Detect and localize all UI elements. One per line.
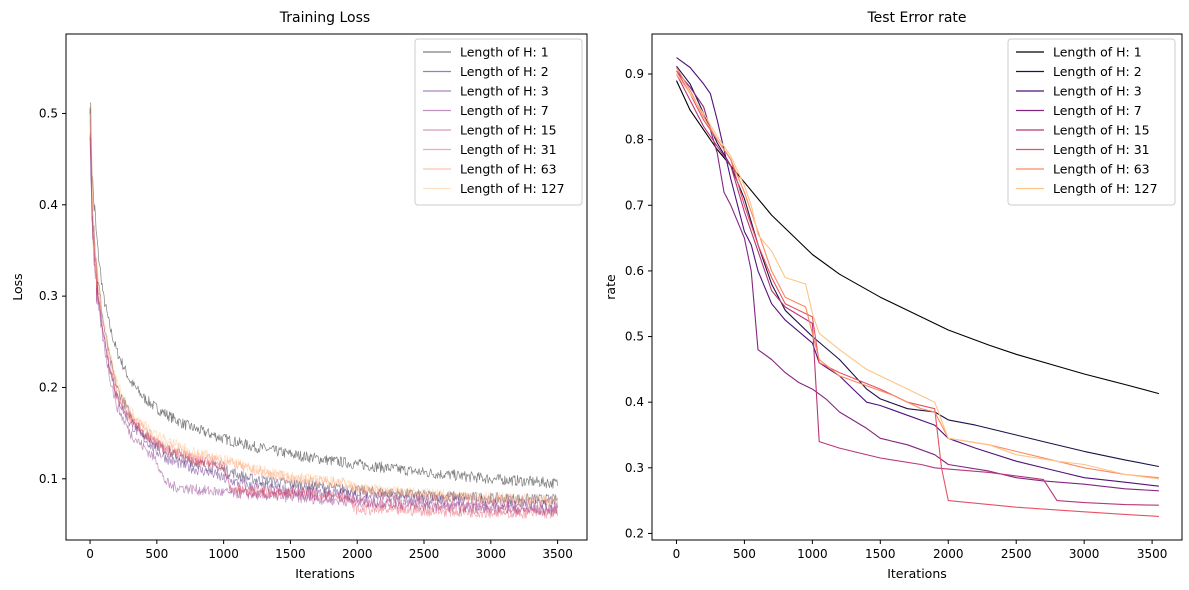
plot-frame xyxy=(651,33,1183,541)
y-axis-label: rate xyxy=(603,274,618,300)
legend-label: Length of H: 1 xyxy=(1053,45,1142,60)
x-tick-label: 3000 xyxy=(476,547,507,561)
legend-box xyxy=(414,38,583,206)
legend-label: Length of H: 31 xyxy=(1053,142,1150,157)
legend-label: Length of H: 1 xyxy=(460,45,549,60)
series-line-length-of-h-2 xyxy=(676,65,1160,468)
legend: Length of H: 1 Length of H: 2 Length of H:… xyxy=(414,38,583,206)
y-tick-label: 0.6 xyxy=(625,264,644,278)
series-line-length-of-h-31 xyxy=(89,119,558,519)
test-error-rate-chart: Test Error rate Iterations rate 0 500 1000… xyxy=(603,10,1183,581)
legend-box xyxy=(1007,38,1176,206)
series-line-length-of-h-15 xyxy=(676,73,1159,506)
x-tick-label: 1000 xyxy=(797,547,828,561)
series-lines xyxy=(89,102,558,519)
legend-label: Length of H: 63 xyxy=(460,162,557,177)
y-tick-label: 0.4 xyxy=(39,198,58,212)
x-tick-label: 3500 xyxy=(1137,547,1168,561)
legend: Length of H: 1 Length of H: 2 Length of H:… xyxy=(1007,38,1176,206)
legend-label: Length of H: 15 xyxy=(1053,123,1150,138)
training-loss-chart: Training Loss Iterations Loss 0 500 1000 15… xyxy=(10,10,588,581)
y-tick-label: 0.5 xyxy=(625,330,644,344)
legend-label: Length of H: 3 xyxy=(1053,84,1142,99)
x-tick-label: 1500 xyxy=(275,547,306,561)
plot-frame xyxy=(65,33,588,541)
x-tick-label: 2000 xyxy=(933,547,964,561)
series-line-length-of-h-63 xyxy=(676,67,1159,479)
legend-label: Length of H: 7 xyxy=(460,103,549,118)
series-line-length-of-h-63 xyxy=(89,113,558,507)
legend-label: Length of H: 31 xyxy=(460,142,557,157)
y-tick-label: 0.2 xyxy=(625,526,644,540)
y-tick-label: 0.4 xyxy=(625,395,644,409)
series-line-length-of-h-127 xyxy=(89,104,558,506)
y-tick-label: 0.5 xyxy=(39,106,58,120)
y-tick-label: 0.3 xyxy=(39,289,58,303)
x-axis-label: Iterations xyxy=(887,566,947,581)
legend-label: Length of H: 7 xyxy=(1053,103,1142,118)
y-tick-label: 0.8 xyxy=(625,133,644,147)
x-tick-label: 500 xyxy=(145,547,168,561)
series-line-length-of-h-127 xyxy=(676,73,1159,480)
x-tick-label: 1000 xyxy=(208,547,239,561)
axis-ticks: 0 500 1000 1500 2000 2500 3000 3500 0.1 0.2 0.3 0.4… xyxy=(39,106,573,561)
x-tick-label: 2500 xyxy=(1001,547,1032,561)
series-line-length-of-h-3 xyxy=(676,57,1159,487)
x-tick-label: 0 xyxy=(673,547,681,561)
x-tick-label: 2000 xyxy=(342,547,373,561)
x-tick-label: 500 xyxy=(733,547,756,561)
series-line-length-of-h-3 xyxy=(89,136,558,510)
x-tick-label: 0 xyxy=(86,547,94,561)
x-tick-label: 1500 xyxy=(865,547,896,561)
y-tick-label: 0.7 xyxy=(625,198,644,212)
x-tick-label: 2500 xyxy=(409,547,440,561)
legend-label: Length of H: 15 xyxy=(460,123,557,138)
x-axis-label: Iterations xyxy=(295,566,355,581)
y-tick-label: 0.2 xyxy=(39,380,58,394)
axis-ticks: 0 500 1000 1500 2000 2500 3000 3500 0.2 0.3 0.4 0.5… xyxy=(625,67,1167,561)
series-line-length-of-h-7 xyxy=(676,70,1159,492)
series-line-length-of-h-1 xyxy=(89,102,558,489)
chart-title: Test Error rate xyxy=(866,10,966,26)
y-axis-label: Loss xyxy=(10,273,25,300)
legend-label: Length of H: 63 xyxy=(1053,162,1150,177)
x-tick-label: 3500 xyxy=(542,547,573,561)
legend-label: Length of H: 3 xyxy=(460,84,549,99)
legend-label: Length of H: 127 xyxy=(460,181,565,196)
chart-title: Training Loss xyxy=(279,10,370,26)
series-line-length-of-h-7 xyxy=(89,133,558,517)
legend-label: Length of H: 2 xyxy=(1053,64,1142,79)
y-tick-label: 0.1 xyxy=(39,472,58,486)
legend-label: Length of H: 2 xyxy=(460,64,549,79)
series-lines xyxy=(676,57,1160,517)
y-tick-label: 0.3 xyxy=(625,461,644,475)
x-tick-label: 3000 xyxy=(1069,547,1100,561)
y-tick-label: 0.9 xyxy=(625,67,644,81)
legend-label: Length of H: 127 xyxy=(1053,181,1158,196)
